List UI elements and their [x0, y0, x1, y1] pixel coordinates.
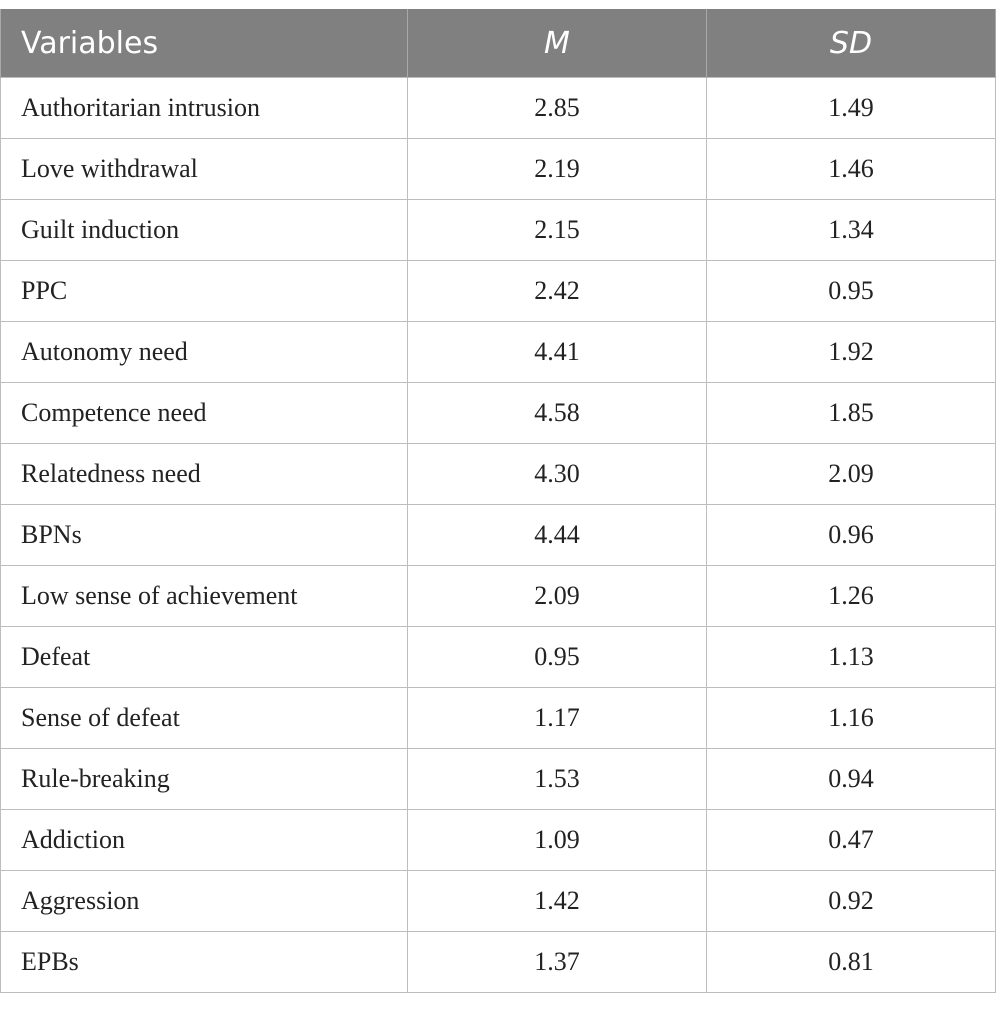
mean-cell: 2.42	[407, 260, 707, 322]
sd-cell: 2.09	[706, 443, 996, 505]
table-row: Defeat 0.95 1.13	[0, 626, 996, 688]
mean-cell: 4.41	[407, 321, 707, 383]
mean-cell: 2.85	[407, 77, 707, 139]
table-row: Relatedness need 4.30 2.09	[0, 443, 996, 505]
variable-cell: Addiction	[0, 809, 408, 871]
header-mean: M	[407, 9, 707, 78]
variable-cell: Sense of defeat	[0, 687, 408, 749]
mean-cell: 1.17	[407, 687, 707, 749]
sd-cell: 1.46	[706, 138, 996, 200]
variable-cell: BPNs	[0, 504, 408, 566]
table-row: Addiction 1.09 0.47	[0, 809, 996, 871]
variable-cell: Competence need	[0, 382, 408, 444]
mean-cell: 1.37	[407, 931, 707, 993]
sd-cell: 1.49	[706, 77, 996, 139]
table-row: Authoritarian intrusion 2.85 1.49	[0, 77, 996, 139]
mean-cell: 2.09	[407, 565, 707, 627]
variable-cell: Low sense of achievement	[0, 565, 408, 627]
sd-cell: 1.13	[706, 626, 996, 688]
header-variables: Variables	[0, 9, 408, 78]
sd-cell: 0.47	[706, 809, 996, 871]
sd-cell: 0.94	[706, 748, 996, 810]
variable-cell: Authoritarian intrusion	[0, 77, 408, 139]
mean-cell: 2.19	[407, 138, 707, 200]
mean-cell: 1.53	[407, 748, 707, 810]
descriptive-statistics-table: Variables M SD Authoritarian intrusion 2.…	[0, 9, 996, 993]
mean-cell: 1.42	[407, 870, 707, 932]
sd-cell: 0.92	[706, 870, 996, 932]
variable-cell: PPC	[0, 260, 408, 322]
sd-cell: 0.96	[706, 504, 996, 566]
variable-cell: EPBs	[0, 931, 408, 993]
sd-cell: 0.81	[706, 931, 996, 993]
table-row: Love withdrawal 2.19 1.46	[0, 138, 996, 200]
table-row: Competence need 4.58 1.85	[0, 382, 996, 444]
sd-cell: 1.34	[706, 199, 996, 261]
sd-cell: 1.92	[706, 321, 996, 383]
header-row: Variables M SD	[0, 9, 996, 78]
sd-cell: 0.95	[706, 260, 996, 322]
variable-cell: Rule-breaking	[0, 748, 408, 810]
mean-cell: 0.95	[407, 626, 707, 688]
variable-cell: Relatedness need	[0, 443, 408, 505]
table-row: Guilt induction 2.15 1.34	[0, 199, 996, 261]
variable-cell: Aggression	[0, 870, 408, 932]
table-row: Low sense of achievement 2.09 1.26	[0, 565, 996, 627]
table-row: BPNs 4.44 0.96	[0, 504, 996, 566]
mean-cell: 4.58	[407, 382, 707, 444]
variable-cell: Defeat	[0, 626, 408, 688]
mean-cell: 4.44	[407, 504, 707, 566]
table-row: Autonomy need 4.41 1.92	[0, 321, 996, 383]
sd-cell: 1.85	[706, 382, 996, 444]
table-row: Sense of defeat 1.17 1.16	[0, 687, 996, 749]
variable-cell: Autonomy need	[0, 321, 408, 383]
table-row: PPC 2.42 0.95	[0, 260, 996, 322]
header-sd: SD	[706, 9, 996, 78]
table-row: Rule-breaking 1.53 0.94	[0, 748, 996, 810]
mean-cell: 1.09	[407, 809, 707, 871]
table-row: Aggression 1.42 0.92	[0, 870, 996, 932]
mean-cell: 2.15	[407, 199, 707, 261]
sd-cell: 1.26	[706, 565, 996, 627]
table-row: EPBs 1.37 0.81	[0, 931, 996, 993]
mean-cell: 4.30	[407, 443, 707, 505]
variable-cell: Love withdrawal	[0, 138, 408, 200]
sd-cell: 1.16	[706, 687, 996, 749]
variable-cell: Guilt induction	[0, 199, 408, 261]
